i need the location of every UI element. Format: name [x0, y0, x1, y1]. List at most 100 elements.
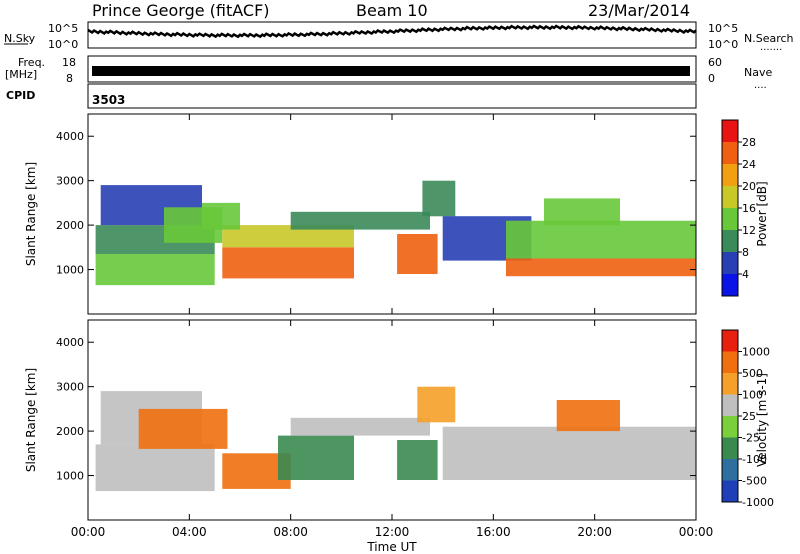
velocity-cell-9 — [556, 400, 620, 432]
velocity-cell-6 — [397, 440, 438, 480]
velocity-cell-7 — [417, 386, 456, 423]
power-colorbar-swatch — [722, 208, 738, 230]
power-heatmap — [95, 180, 696, 286]
power-colorbar-swatch — [722, 164, 738, 186]
power-ytick-label: 1000 — [56, 264, 84, 277]
power-cell-0 — [95, 254, 215, 286]
velocity-colorbar-label-item: 100 — [742, 389, 763, 402]
freq-label: Freq. — [18, 56, 45, 69]
velocity-ytick-label: 2000 — [56, 425, 84, 438]
power-colorbar-label: Power [dB] — [755, 181, 769, 246]
power-colorbar-label-item: 12 — [742, 224, 756, 237]
power-colorbar-swatch — [722, 252, 738, 274]
noise-sky-series — [87, 24, 697, 39]
power-cell-7 — [290, 211, 430, 230]
power-cell-13 — [544, 198, 620, 226]
noise-left-tick-top: 10^5 — [48, 22, 78, 35]
velocity-colorbar-swatch — [722, 480, 738, 502]
power-cell-6 — [202, 202, 240, 230]
velocity-colorbar-label-item: -1000 — [742, 496, 774, 509]
time-tick-label: 20:00 — [577, 525, 612, 539]
velocity-axis-ticks: 1000 2000 3000 4000 — [56, 320, 697, 520]
noise-search-dots: ....... — [760, 42, 782, 53]
cpid-label: CPID — [6, 89, 35, 102]
freq-panel — [87, 55, 697, 83]
velocity-cell-8 — [442, 426, 696, 480]
freq-right-tick-top: 60 — [708, 56, 722, 69]
power-colorbar: 28 24 20 16 12 8 4 — [721, 119, 756, 297]
freq-left-tick-bottom: 8 — [66, 72, 73, 85]
velocity-colorbar-label-item: 500 — [742, 367, 763, 380]
power-ytick-label: 4000 — [56, 130, 84, 143]
velocity-colorbar: 1000 500 100 25 -25 -100 -500 -1000 — [721, 329, 774, 509]
power-axis-ticks: 1000 2000 3000 4000 — [56, 114, 697, 314]
velocity-colorbar-swatch — [722, 330, 738, 352]
power-cell-9 — [422, 180, 456, 217]
time-tick-label: 08:00 — [273, 525, 308, 539]
time-tick-label: 12:00 — [375, 525, 410, 539]
time-tick-label: 16:00 — [476, 525, 511, 539]
velocity-ytick-label: 1000 — [56, 470, 84, 483]
power-ylabel: Slant Range [km] — [24, 162, 38, 266]
velocity-colorbar-swatch — [722, 437, 738, 459]
power-colorbar-label-item: 20 — [742, 180, 756, 193]
power-cell-8 — [397, 234, 438, 274]
power-colorbar-swatch — [722, 274, 738, 296]
power-cell-11 — [506, 258, 696, 277]
velocity-colorbar-swatch — [722, 394, 738, 416]
freq-left-tick-top: 18 — [62, 56, 76, 69]
power-cell-4 — [222, 247, 354, 279]
velocity-ylabel: Slant Range [km] — [24, 368, 38, 472]
freq-unit-label: [MHz] — [5, 68, 37, 81]
velocity-ytick-label: 4000 — [56, 336, 84, 349]
power-colorbar-swatch — [722, 230, 738, 252]
noise-right-tick-top: 10^5 — [708, 22, 738, 35]
freq-nave-band — [92, 66, 690, 76]
power-colorbar-label-item: 4 — [742, 268, 749, 281]
power-colorbar-swatch — [722, 142, 738, 164]
velocity-cell-0 — [95, 444, 215, 492]
power-colorbar-swatch — [722, 186, 738, 208]
time-axis-label: Time UT — [366, 540, 417, 554]
cpid-value: 3503 — [92, 93, 125, 107]
power-cell-12 — [506, 220, 696, 259]
velocity-colorbar-swatch — [722, 351, 738, 373]
time-tick-label: 00:00 — [679, 525, 714, 539]
velocity-cell-4 — [278, 435, 354, 480]
velocity-heatmap — [95, 386, 696, 492]
nave-dots: .... — [754, 80, 767, 91]
velocity-colorbar-label-item: 25 — [742, 410, 756, 423]
time-tick-label: 04:00 — [172, 525, 207, 539]
velocity-colorbar-label: Velocity [m s-1] — [755, 373, 769, 467]
velocity-colorbar-label-item: -100 — [742, 453, 767, 466]
velocity-cell-2 — [138, 408, 228, 449]
beam-title: Beam 10 — [356, 1, 428, 20]
power-colorbar-label-item: 24 — [742, 158, 756, 171]
time-axis-ticks: 00:00 04:00 08:00 12:00 16:00 20:00 00:00 — [71, 525, 714, 539]
noise-sky-line — [87, 24, 697, 39]
power-colorbar-label-item: 16 — [742, 202, 756, 215]
freq-right-tick-bottom: 0 — [708, 72, 715, 85]
cpid-panel — [87, 83, 697, 109]
velocity-cell-5 — [290, 417, 430, 436]
noise-right-tick-bottom: 10^0 — [708, 38, 738, 51]
noise-left-tick-bottom: 10^0 — [48, 38, 78, 51]
velocity-colorbar-swatch — [722, 416, 738, 438]
velocity-colorbar-swatch — [722, 373, 738, 395]
power-cell-5 — [222, 225, 354, 248]
power-colorbar-label-item: 28 — [742, 136, 756, 149]
power-ytick-label: 2000 — [56, 219, 84, 232]
noise-panel — [87, 21, 697, 49]
power-colorbar-label-item: 8 — [742, 246, 749, 259]
velocity-colorbar-label-item: -500 — [742, 475, 767, 488]
noise-search-label: N.Search — [744, 32, 794, 45]
power-colorbar-swatch — [722, 120, 738, 142]
time-tick-label: 00:00 — [71, 525, 106, 539]
velocity-colorbar-label-item: -25 — [742, 432, 760, 445]
power-ytick-label: 3000 — [56, 175, 84, 188]
noise-sky-label: N.Sky — [4, 32, 36, 45]
station-title: Prince George (fitACF) — [92, 1, 270, 20]
date-title: 23/Mar/2014 — [588, 1, 690, 20]
nave-label: Nave — [744, 66, 772, 79]
